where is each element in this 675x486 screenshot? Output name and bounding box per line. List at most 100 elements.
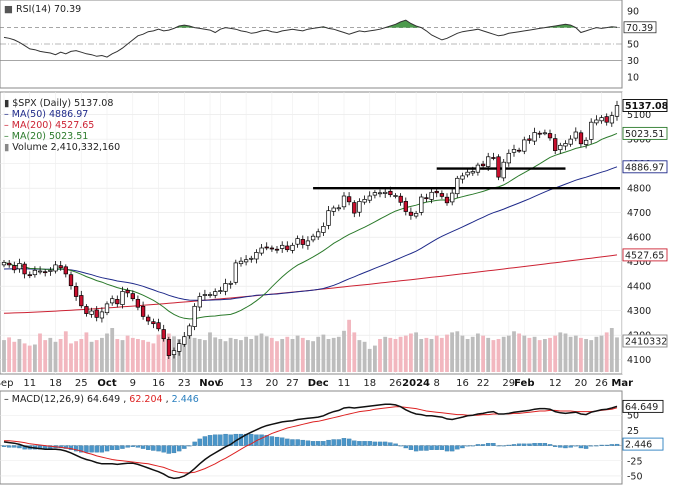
volume-bar — [7, 337, 11, 372]
volume-bar — [429, 339, 434, 372]
macd-hist-bar — [367, 441, 372, 446]
macd-hist-bar — [362, 441, 367, 446]
candle-body — [321, 226, 326, 233]
volume-bar — [63, 331, 68, 372]
macd-hist-bar — [156, 445, 161, 452]
candle-body — [135, 299, 141, 308]
macd-icon: – — [4, 394, 9, 405]
macd-hist-bar — [171, 445, 177, 454]
macd-hist-bar — [125, 445, 130, 448]
rsi-line — [3, 19, 618, 58]
macd-hist-bar — [424, 445, 429, 451]
macd-hist-bar — [182, 445, 187, 449]
volume-bar — [285, 336, 290, 372]
macd-value-tag: 64.649 — [625, 402, 658, 413]
macd-hist-bar — [223, 433, 228, 446]
x-tick-label: Feb — [514, 378, 534, 389]
macd-hist-bar — [115, 445, 120, 450]
macd-hist-bar — [1, 445, 7, 447]
macd-legend-value: 64.649 — [87, 394, 120, 405]
candle-body — [573, 131, 578, 139]
volume-bar — [615, 337, 619, 372]
macd-hist-bar — [321, 441, 326, 446]
volume-bar — [476, 333, 480, 372]
macd-hist-bar — [573, 445, 578, 447]
candles — [1, 100, 620, 359]
volume-bar — [357, 340, 362, 372]
volume-bar — [419, 339, 424, 372]
candle-body — [496, 156, 501, 178]
macd-hist-bar — [135, 445, 141, 448]
macd-hist-bar — [79, 445, 84, 453]
candle-body — [58, 265, 63, 269]
volume-bar — [275, 341, 279, 372]
candle-body — [243, 259, 249, 263]
macd-hist-bar — [207, 435, 213, 446]
candle-body — [166, 339, 172, 356]
symbol-label: $SPX (Daily) — [12, 98, 71, 109]
candle-body — [553, 138, 558, 151]
volume-legend-value: 2,410,332,160 — [51, 142, 121, 153]
symbol-last: 5137.08 — [74, 98, 113, 109]
rsi-icon: ■ — [4, 4, 13, 15]
macd-hist-bar — [480, 444, 486, 446]
volume-bar — [295, 335, 300, 372]
macd-hist-bar — [460, 445, 465, 449]
x-axis: Sep111825Oct91623Nov6132027Dec1118262024… — [0, 378, 633, 389]
volume-bar — [362, 341, 367, 373]
macd-hist-bar — [501, 445, 506, 447]
macd-hist-tag: 2.446 — [625, 440, 652, 451]
volume-bar — [136, 339, 140, 372]
macd-hist-bar — [310, 441, 316, 446]
candle-body — [413, 213, 419, 217]
candle-body — [604, 116, 609, 123]
candle-body — [48, 269, 53, 272]
macd-hist-bar — [151, 445, 156, 451]
candle-body — [32, 269, 38, 276]
candle-body — [480, 163, 486, 167]
candle-body — [120, 291, 125, 305]
volume-bar — [146, 341, 151, 373]
macd-hist-bar — [146, 445, 151, 450]
price-tick-label: 5100 — [627, 110, 651, 121]
x-tick-label: 18 — [49, 378, 62, 389]
candle-body — [393, 195, 398, 197]
macd-hist-bar — [491, 443, 496, 446]
macd-legend: – MACD(12,26,9) 64.649 , 62.204 , 2.446 — [4, 394, 199, 405]
macd-hist-bar — [73, 445, 79, 452]
volume-bar — [486, 337, 491, 372]
volume-bar — [393, 339, 398, 372]
candle-body — [53, 264, 58, 272]
candle-body — [43, 271, 48, 274]
macd-hist-bar — [176, 445, 182, 452]
volume-bar — [74, 341, 78, 372]
macd-hist-bar — [279, 437, 285, 446]
macd-hist-bar — [346, 438, 352, 446]
candle-body — [408, 211, 414, 216]
x-tick-label: 20 — [575, 378, 588, 389]
candle-body — [563, 143, 568, 147]
candle-body — [486, 156, 491, 167]
macd-hist-bar — [6, 445, 12, 448]
macd-signal-line — [4, 406, 618, 474]
macd-hist-bar — [84, 445, 89, 453]
volume-bar — [306, 340, 310, 372]
candle-body — [218, 290, 223, 292]
volume-bar — [609, 328, 614, 372]
candle-body — [73, 286, 79, 297]
volume-bar — [378, 339, 382, 372]
macd-hist-bar — [558, 445, 563, 448]
rsi-overbought-fill — [4, 20, 617, 28]
volume-bar — [69, 343, 73, 372]
candle-body — [146, 316, 151, 322]
macd-hist-bar — [599, 444, 604, 446]
volume-bar — [347, 319, 351, 373]
candle-body — [362, 199, 367, 203]
candle-body — [104, 303, 110, 314]
candle-body — [583, 139, 589, 145]
ma200-icon: – — [4, 120, 9, 131]
candle-body — [187, 325, 192, 337]
volume-bar — [352, 332, 357, 372]
macd-hist-bar — [506, 444, 512, 446]
price-tick-label: 4600 — [627, 233, 651, 244]
